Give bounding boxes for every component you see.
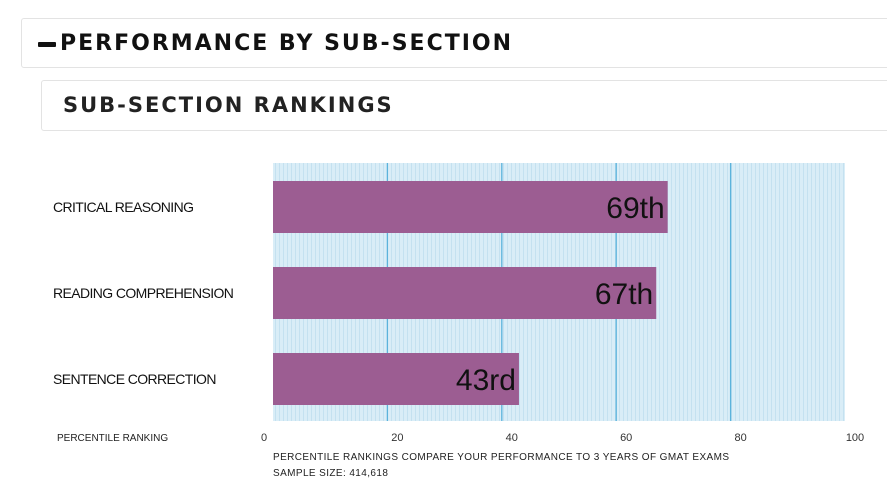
- footnote-sample-size: SAMPLE SIZE: 414,618: [273, 468, 389, 479]
- section-header-performance[interactable]: PERFORMANCE BY SUB-SECTION: [21, 18, 887, 68]
- bar: [273, 181, 668, 233]
- minus-icon[interactable]: [38, 42, 56, 47]
- subsection-title: SUB-SECTION RANKINGS: [63, 93, 394, 117]
- category-label: READING COMPREHENSION: [53, 285, 233, 301]
- data-label: 67th: [595, 278, 653, 311]
- x-tick-label: 60: [620, 432, 632, 444]
- category-label: SENTENCE CORRECTION: [53, 371, 216, 387]
- x-axis-label: PERCENTILE RANKING: [57, 433, 168, 444]
- x-tick-label: 80: [734, 432, 746, 444]
- x-tick-label: 40: [506, 432, 518, 444]
- data-label: 43rd: [456, 364, 516, 397]
- data-label: 69th: [606, 192, 664, 225]
- bar: [273, 267, 657, 319]
- x-tick-label: 100: [846, 432, 864, 444]
- section-title: PERFORMANCE BY SUB-SECTION: [60, 31, 514, 56]
- subsection-header-rankings: SUB-SECTION RANKINGS: [41, 80, 887, 131]
- x-tick-label: 20: [391, 432, 403, 444]
- x-tick-label: 0: [261, 432, 267, 444]
- footnote-comparison: PERCENTILE RANKINGS COMPARE YOUR PERFORM…: [273, 452, 730, 463]
- bar: [273, 353, 519, 405]
- category-label: CRITICAL REASONING: [53, 199, 193, 215]
